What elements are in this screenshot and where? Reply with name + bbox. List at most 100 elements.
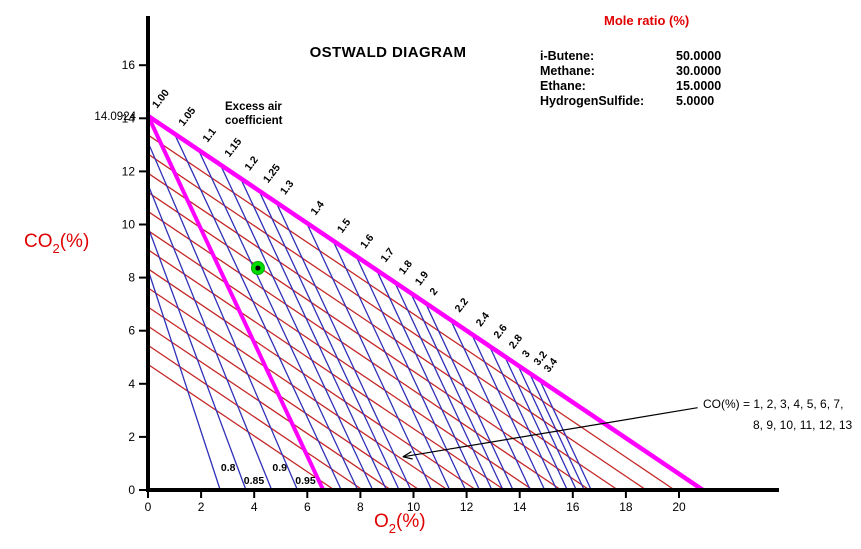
x-tick-label: 4 <box>251 500 258 514</box>
excess-air-line-2.2 <box>450 319 531 491</box>
co-line-12 <box>147 344 364 491</box>
operating-point-center <box>255 265 261 271</box>
co-line-13 <box>147 363 335 491</box>
excess-air-label-2.2: 2.2 <box>453 296 472 315</box>
chart-title: OSTWALD DIAGRAM <box>309 44 467 61</box>
excess-air-line-1.3 <box>275 201 412 491</box>
x-tick-label: 0 <box>145 500 152 514</box>
fuel-value: 15.0000 <box>676 79 722 93</box>
x-tick-label: 6 <box>304 500 311 514</box>
fuel-value: 5.0000 <box>676 94 715 108</box>
excess-air-line-2.6 <box>488 345 558 491</box>
co-line-5 <box>147 210 562 491</box>
y-tick-label: 6 <box>128 324 135 338</box>
excess-air-line-3.4 <box>539 379 592 491</box>
excess-air-line-1.6 <box>355 255 467 491</box>
excess-air-annotation: Excess air coefficient <box>225 101 283 127</box>
x-tick-label: 20 <box>672 500 686 514</box>
co-line-4 <box>147 191 590 491</box>
co-line-3 <box>147 172 619 491</box>
co-line-2 <box>147 153 647 491</box>
excess-air-label-1.5: 1.5 <box>335 216 354 235</box>
legend-title: Mole ratio (%) <box>604 13 690 28</box>
y-tick-label: 12 <box>122 164 136 178</box>
excess-air-line-1.25 <box>258 190 400 491</box>
excess-air-line-0.85 <box>147 226 247 491</box>
x-tick-label: 14 <box>513 500 527 514</box>
excess-air-line-1.8 <box>394 281 493 491</box>
excess-air-line-1.2 <box>239 177 388 491</box>
excess-air-line-0.9 <box>147 184 273 491</box>
co-annotation-arrowhead <box>402 456 413 460</box>
excess-air-line-2.4 <box>471 333 546 491</box>
excess-air-label-1.25: 1.25 <box>261 162 283 186</box>
x-tick-label: 10 <box>407 500 421 514</box>
excess-air-line-0.8 <box>147 269 221 491</box>
excess-air-label-1.1: 1.1 <box>200 126 219 145</box>
co-line-11 <box>147 325 392 491</box>
excess-air-label-1.05: 1.05 <box>176 105 198 129</box>
excess-air-line-1.5 <box>332 240 451 491</box>
excess-air-label-0.95: 0.95 <box>295 475 316 487</box>
x-axis-title: O2(%) <box>374 511 426 536</box>
legend-entry: i-Butene: 50.0000 <box>540 49 721 63</box>
co-annotation-line2: 8, 9, 10, 11, 12, 13 <box>753 418 853 432</box>
x-tick-label: 16 <box>566 500 580 514</box>
x-tick-label: 2 <box>198 500 205 514</box>
excess-air-label-1.7: 1.7 <box>378 246 397 265</box>
y-tick-label: 8 <box>128 271 135 285</box>
excess-air-line-3 <box>517 365 577 491</box>
co-annotation-arrowhead <box>402 451 412 458</box>
x-tick-label: 12 <box>460 500 474 514</box>
co-line-10 <box>147 306 420 491</box>
stoichiometric-air-line <box>146 114 326 491</box>
legend-entry: Ethane: 15.0000 <box>540 79 721 93</box>
excess-air-line-1.7 <box>375 269 481 491</box>
excess-air-label-2.4: 2.4 <box>474 310 493 329</box>
excess-air-line-1.05 <box>173 133 342 491</box>
x-tick-label: 8 <box>357 500 364 514</box>
fuel-value: 30.0000 <box>676 64 722 78</box>
excess-air-label-1.6: 1.6 <box>358 232 377 251</box>
fuel-name: Ethane: <box>540 79 586 93</box>
y-tick-label: 0 <box>128 483 135 497</box>
co-line-6 <box>147 230 534 491</box>
fuel-value: 50.0000 <box>676 49 722 63</box>
y-tick-label: 4 <box>128 377 135 391</box>
excess-air-line-1.1 <box>197 149 359 491</box>
excess-air-label-1.9: 1.9 <box>413 269 432 288</box>
legend-entry: Methane: 30.0000 <box>540 64 721 78</box>
fuel-name: i-Butene: <box>540 49 595 63</box>
excess-air-label-0.9: 0.9 <box>272 462 287 474</box>
co2-max-value-label: 14.0924 <box>94 111 136 123</box>
fuel-name: Methane: <box>540 64 595 78</box>
excess-air-label-0.85: 0.85 <box>244 475 265 487</box>
excess-air-label-1.8: 1.8 <box>397 258 416 277</box>
excess-air-label-2: 2 <box>427 286 440 298</box>
excess-air-label-0.8: 0.8 <box>221 462 236 474</box>
fuel-name: HydrogenSulfide: <box>540 94 645 108</box>
co-annotation-arrow-line <box>402 407 698 458</box>
y-tick-label: 2 <box>128 430 135 444</box>
x-tick-label: 18 <box>619 500 633 514</box>
excess-air-line-1.9 <box>410 292 504 491</box>
excess-air-line-2.8 <box>504 356 568 491</box>
y-tick-label: 10 <box>122 218 136 232</box>
co-annotation-line1: CO(%) = 1, 2, 3, 4, 5, 6, 7, <box>703 397 844 411</box>
excess-air-label-1.15: 1.15 <box>222 136 244 160</box>
excess-air-line-1.4 <box>305 222 433 491</box>
excess-air-label-1.2: 1.2 <box>242 154 261 173</box>
y-tick-label: 14 <box>122 111 136 125</box>
y-axis-title: CO2(%) <box>24 231 90 256</box>
excess-air-label-1.00: 1.00 <box>150 87 172 111</box>
excess-air-line-0.95 <box>147 141 299 491</box>
y-tick-label: 16 <box>122 58 136 72</box>
excess-air-label-1.4: 1.4 <box>308 199 327 218</box>
legend-entry: HydrogenSulfide: 5.0000 <box>540 94 714 108</box>
excess-air-label-2.6: 2.6 <box>491 322 510 341</box>
legend: i-Butene: 50.0000 Methane: 30.0000 Ethan… <box>540 49 780 111</box>
excess-air-label-3: 3 <box>520 348 533 360</box>
excess-air-line-1.15 <box>219 164 374 491</box>
